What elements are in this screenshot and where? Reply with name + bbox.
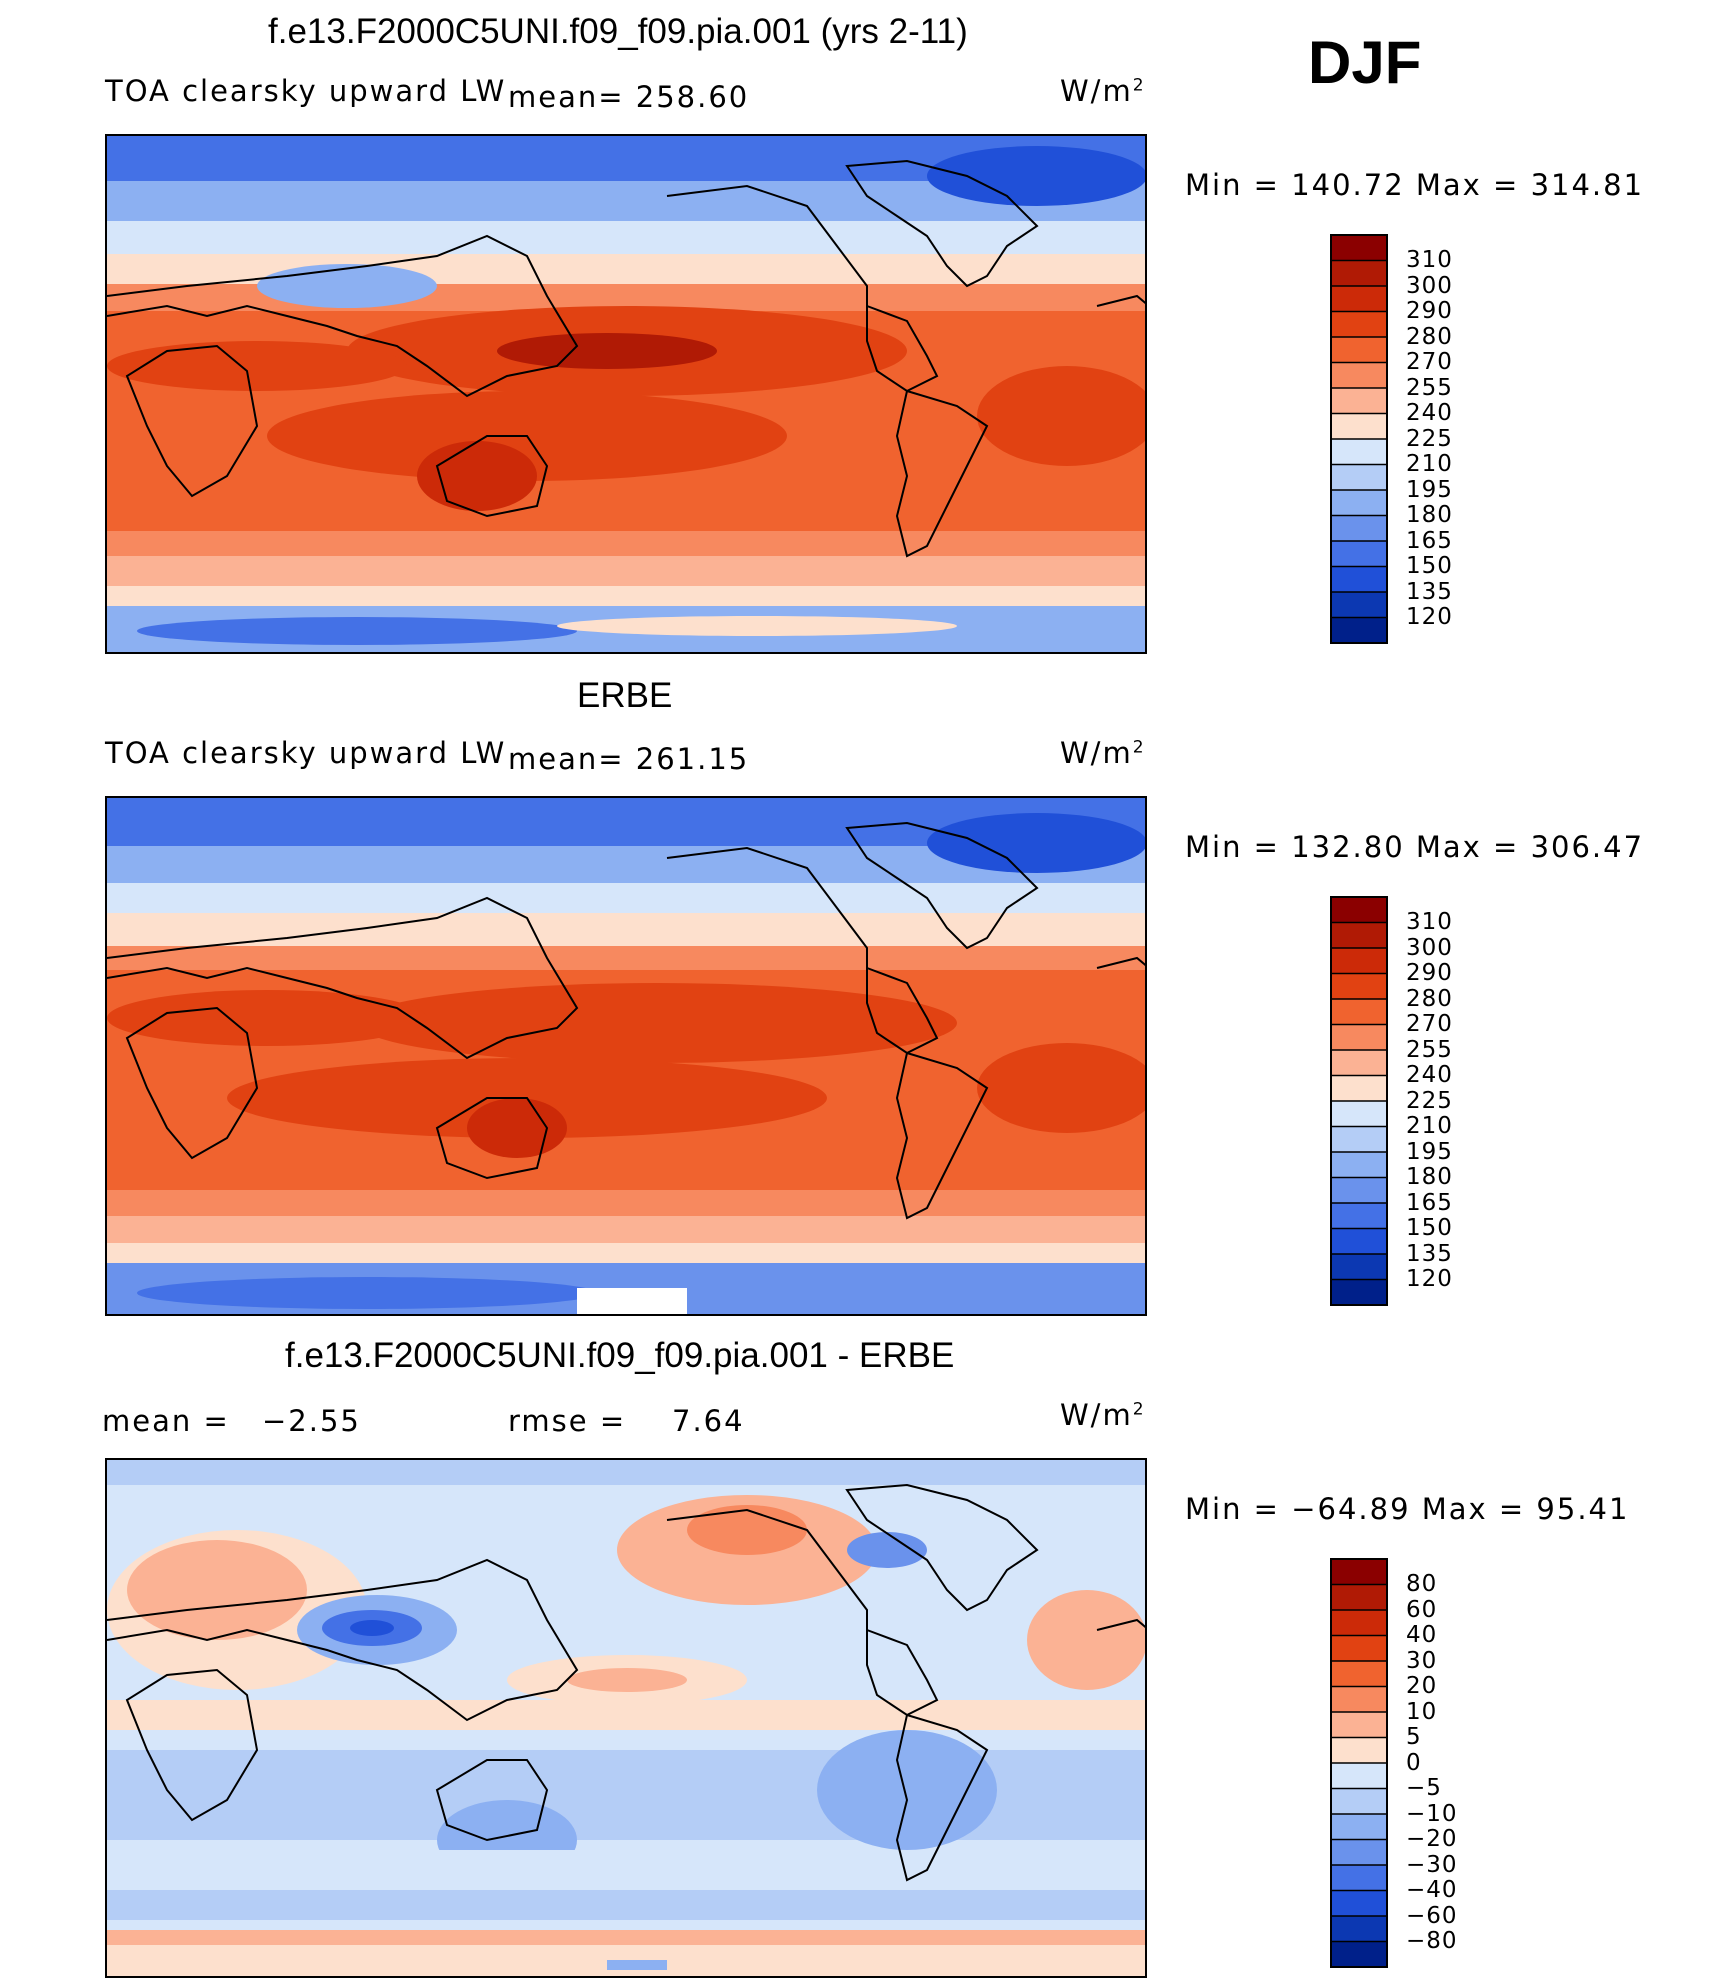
- panel3-tick-label: 40: [1406, 1622, 1438, 1648]
- panel1-tick-label: 280: [1406, 323, 1453, 350]
- panel2-tick-label: 300: [1406, 934, 1453, 961]
- panel3-mean-value: −2.55: [262, 1404, 361, 1438]
- panel1-units: W/m2: [1060, 74, 1146, 108]
- panel1-title: f.e13.F2000C5UNI.f09_f09.pia.001 (yrs 2-…: [268, 12, 968, 51]
- panel1-minmax: Min = 140.72 Max = 314.81: [1185, 168, 1645, 202]
- panel1-mean: mean= 258.60: [508, 80, 750, 114]
- panel2-tick-label: 210: [1406, 1113, 1453, 1139]
- panel1-tick-label: 255: [1406, 374, 1453, 401]
- panel1-tick-label: 290: [1406, 298, 1453, 324]
- panel2-minmax: Min = 132.80 Max = 306.47: [1185, 830, 1645, 864]
- panel1-tick-label: 225: [1406, 425, 1453, 452]
- panel3-tick-label: 80: [1406, 1571, 1438, 1597]
- panel2-tick-label: 290: [1406, 960, 1453, 986]
- panel3-title: f.e13.F2000C5UNI.f09_f09.pia.001 - ERBE: [285, 1336, 955, 1375]
- panel3-tick-label: −5: [1406, 1775, 1442, 1801]
- panel2-units: W/m2: [1060, 736, 1146, 770]
- panel2-tick-label: 280: [1406, 985, 1453, 1012]
- panel3-tick-label: 30: [1406, 1647, 1438, 1674]
- panel1-colorbar-svg: [1330, 234, 1388, 644]
- panel3-rmse-value: 7.64: [672, 1404, 745, 1438]
- panel1-tick-label: 300: [1406, 272, 1453, 299]
- panel2-tick-label: 270: [1406, 1011, 1453, 1037]
- panel3-tick-label: −20: [1406, 1826, 1458, 1852]
- panel3-units: W/m2: [1060, 1398, 1146, 1432]
- panel2-map-field: [107, 798, 1145, 1314]
- panel3-tick-label: −10: [1406, 1800, 1458, 1827]
- panel3-map-field: [107, 1460, 1145, 1976]
- panel2-mean: mean= 261.15: [508, 742, 750, 776]
- panel3-tick-label: 10: [1406, 1698, 1438, 1725]
- panel2-tick-label: 150: [1406, 1215, 1453, 1241]
- panel3-tick-label: 0: [1406, 1749, 1422, 1776]
- panel1-tick-label: 195: [1406, 476, 1453, 503]
- panel1-tick-label: 270: [1406, 349, 1453, 375]
- panel2-tick-label: 180: [1406, 1164, 1453, 1190]
- panel2-subtitle: TOA clearsky upward LW: [105, 736, 507, 770]
- panel1-map: [105, 134, 1147, 654]
- panel1-tick-label: 210: [1406, 451, 1453, 477]
- panel3-tick-label: 20: [1406, 1673, 1438, 1699]
- panel2-colorbar: [1330, 896, 1388, 1306]
- panel3-tick-label: −80: [1406, 1928, 1458, 1954]
- panel2-tick-label: 255: [1406, 1036, 1453, 1063]
- panel1-tick-label: 180: [1406, 502, 1453, 528]
- panel2-tick-label: 120: [1406, 1266, 1453, 1292]
- panel3-colorbar-svg: [1330, 1558, 1388, 1968]
- panel1-tick-label: 135: [1406, 578, 1453, 605]
- season-label: DJF: [1308, 29, 1422, 96]
- panel2-tick-label: 195: [1406, 1138, 1453, 1165]
- panel2-tick-label: 135: [1406, 1240, 1453, 1267]
- panel3-tick-label: −40: [1406, 1877, 1458, 1903]
- panel1-tick-label: 165: [1406, 527, 1453, 554]
- panel2-map: [105, 796, 1147, 1316]
- panel3-colorbar: [1330, 1558, 1388, 1968]
- panel3-tick-label: 5: [1406, 1724, 1422, 1750]
- panel3-mean-label: mean =: [102, 1404, 230, 1438]
- panel3-minmax: Min = −64.89 Max = 95.41: [1185, 1492, 1630, 1526]
- panel1-subtitle: TOA clearsky upward LW: [105, 74, 507, 108]
- panel3-tick-label: −30: [1406, 1851, 1458, 1878]
- panel3-rmse-label: rmse =: [508, 1404, 627, 1438]
- panel2-tick-label: 240: [1406, 1062, 1453, 1088]
- panel1-map-field: [107, 136, 1145, 652]
- panel1-colorbar: [1330, 234, 1388, 644]
- panel3-map: [105, 1458, 1147, 1978]
- panel1-tick-label: 150: [1406, 553, 1453, 579]
- panel1-tick-label: 240: [1406, 400, 1453, 426]
- panel1-tick-label: 120: [1406, 604, 1453, 630]
- panel2-tick-label: 310: [1406, 909, 1453, 935]
- panel1-tick-label: 310: [1406, 247, 1453, 273]
- panel2-tick-label: 225: [1406, 1087, 1453, 1114]
- panel2-colorbar-svg: [1330, 896, 1388, 1306]
- panel3-tick-label: −60: [1406, 1902, 1458, 1929]
- panel2-tick-label: 165: [1406, 1189, 1453, 1216]
- panel2-title: ERBE: [577, 676, 673, 715]
- panel3-tick-label: 60: [1406, 1596, 1438, 1623]
